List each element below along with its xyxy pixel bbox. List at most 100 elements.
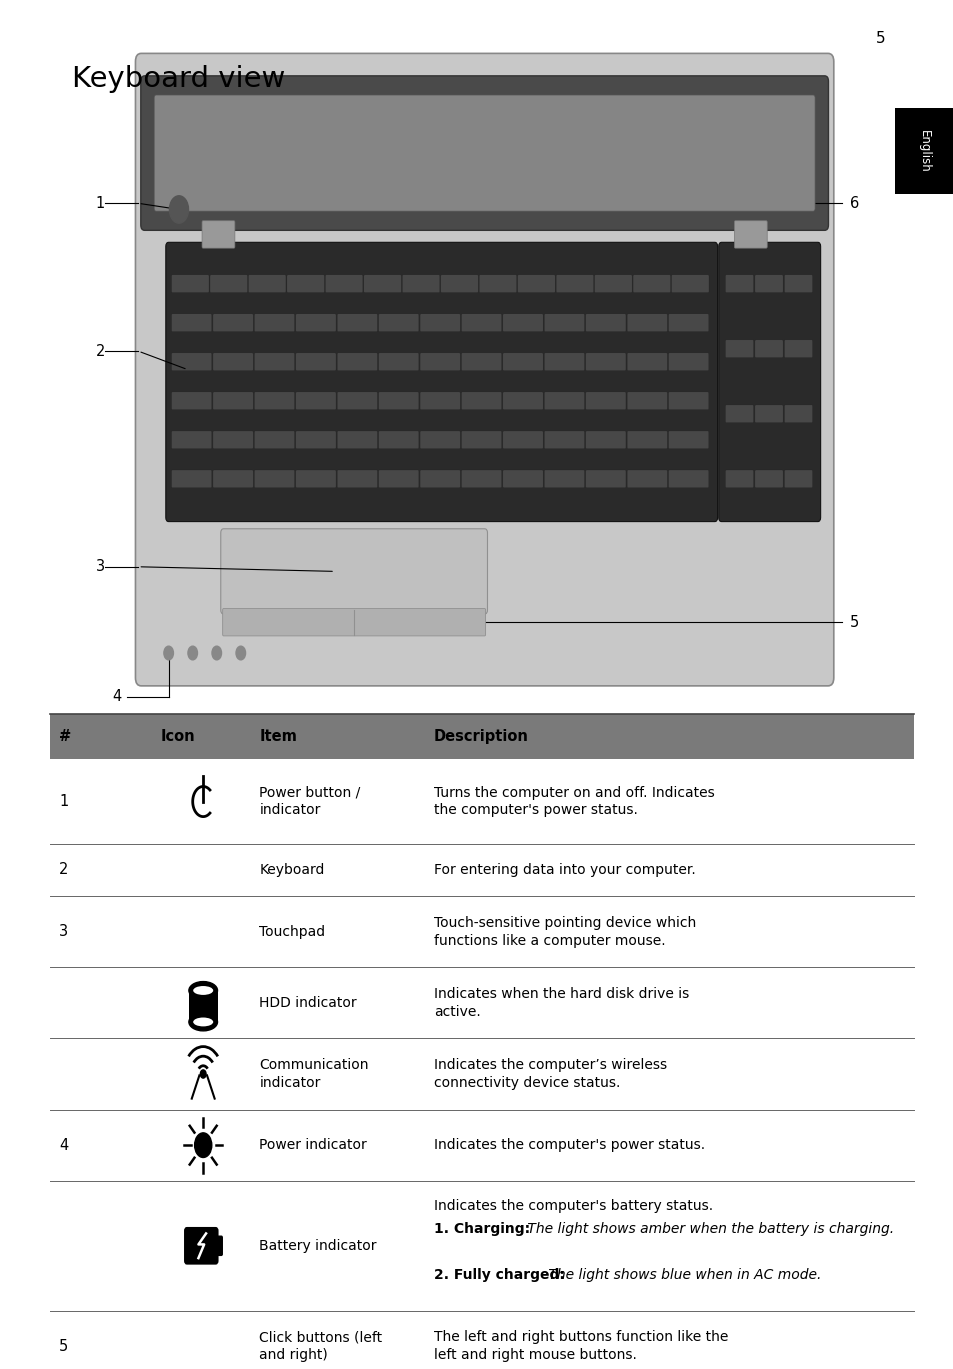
Circle shape	[200, 1071, 206, 1079]
Text: 4: 4	[59, 1138, 69, 1153]
FancyBboxPatch shape	[336, 314, 377, 331]
FancyBboxPatch shape	[724, 405, 753, 423]
FancyBboxPatch shape	[172, 275, 209, 293]
FancyBboxPatch shape	[172, 470, 212, 487]
FancyBboxPatch shape	[478, 275, 517, 293]
Text: 5: 5	[849, 615, 859, 630]
FancyBboxPatch shape	[419, 353, 459, 371]
Text: HDD indicator: HDD indicator	[259, 995, 356, 1010]
FancyBboxPatch shape	[202, 220, 234, 248]
Text: Icon: Icon	[160, 730, 194, 743]
FancyBboxPatch shape	[378, 431, 418, 449]
FancyBboxPatch shape	[668, 470, 708, 487]
FancyBboxPatch shape	[544, 353, 584, 371]
FancyBboxPatch shape	[783, 405, 812, 423]
Circle shape	[235, 646, 245, 660]
Text: 6: 6	[849, 196, 859, 211]
Text: Keyboard view: Keyboard view	[71, 64, 285, 93]
Text: Touchpad: Touchpad	[259, 924, 325, 939]
Ellipse shape	[193, 986, 213, 995]
FancyBboxPatch shape	[671, 275, 708, 293]
Ellipse shape	[189, 1013, 217, 1031]
FancyBboxPatch shape	[502, 431, 542, 449]
FancyBboxPatch shape	[210, 275, 247, 293]
FancyBboxPatch shape	[668, 392, 708, 409]
FancyBboxPatch shape	[626, 431, 667, 449]
Text: Keyboard: Keyboard	[259, 862, 325, 878]
Text: 5: 5	[875, 31, 884, 45]
Circle shape	[194, 1132, 212, 1157]
FancyBboxPatch shape	[626, 314, 667, 331]
FancyBboxPatch shape	[213, 431, 253, 449]
Circle shape	[212, 646, 221, 660]
FancyBboxPatch shape	[783, 340, 812, 357]
Text: 1. Charging:: 1. Charging:	[434, 1221, 530, 1236]
FancyBboxPatch shape	[754, 340, 782, 357]
FancyBboxPatch shape	[626, 392, 667, 409]
Text: 4: 4	[112, 690, 122, 704]
FancyBboxPatch shape	[894, 108, 953, 194]
FancyBboxPatch shape	[440, 275, 477, 293]
FancyBboxPatch shape	[213, 392, 253, 409]
FancyBboxPatch shape	[185, 1228, 217, 1264]
Text: Communication
indicator: Communication indicator	[259, 1058, 369, 1090]
FancyBboxPatch shape	[585, 392, 625, 409]
Text: 5: 5	[59, 1339, 69, 1354]
FancyBboxPatch shape	[166, 242, 717, 522]
FancyBboxPatch shape	[419, 431, 459, 449]
FancyBboxPatch shape	[668, 314, 708, 331]
FancyBboxPatch shape	[461, 353, 501, 371]
FancyBboxPatch shape	[336, 353, 377, 371]
FancyBboxPatch shape	[461, 314, 501, 331]
FancyBboxPatch shape	[585, 314, 625, 331]
FancyBboxPatch shape	[585, 470, 625, 487]
FancyBboxPatch shape	[325, 275, 362, 293]
FancyBboxPatch shape	[135, 53, 833, 686]
FancyBboxPatch shape	[172, 392, 212, 409]
FancyBboxPatch shape	[248, 275, 286, 293]
Text: The light shows blue when in AC mode.: The light shows blue when in AC mode.	[543, 1268, 821, 1283]
FancyBboxPatch shape	[378, 314, 418, 331]
Text: Touch-sensitive pointing device which
functions like a computer mouse.: Touch-sensitive pointing device which fu…	[434, 916, 696, 947]
FancyBboxPatch shape	[295, 353, 335, 371]
Text: 1: 1	[59, 794, 69, 809]
FancyBboxPatch shape	[626, 470, 667, 487]
Text: The light shows amber when the battery is charging.: The light shows amber when the battery i…	[522, 1221, 893, 1236]
FancyBboxPatch shape	[754, 275, 782, 293]
FancyBboxPatch shape	[633, 275, 670, 293]
Text: Indicates the computer's power status.: Indicates the computer's power status.	[434, 1138, 704, 1153]
Text: 1: 1	[95, 196, 105, 211]
FancyBboxPatch shape	[502, 470, 542, 487]
FancyBboxPatch shape	[214, 1236, 222, 1255]
FancyBboxPatch shape	[734, 220, 766, 248]
FancyBboxPatch shape	[402, 275, 439, 293]
FancyBboxPatch shape	[336, 470, 377, 487]
FancyBboxPatch shape	[172, 431, 212, 449]
FancyBboxPatch shape	[254, 353, 294, 371]
Text: Power button /
indicator: Power button / indicator	[259, 786, 360, 817]
Text: 2: 2	[95, 344, 105, 359]
FancyBboxPatch shape	[718, 242, 820, 522]
FancyBboxPatch shape	[754, 470, 782, 487]
FancyBboxPatch shape	[724, 470, 753, 487]
Text: Turns the computer on and off. Indicates
the computer's power status.: Turns the computer on and off. Indicates…	[434, 786, 714, 817]
FancyBboxPatch shape	[254, 314, 294, 331]
FancyBboxPatch shape	[213, 314, 253, 331]
FancyBboxPatch shape	[556, 275, 593, 293]
Text: Indicates the computer’s wireless
connectivity device status.: Indicates the computer’s wireless connec…	[434, 1058, 666, 1090]
Ellipse shape	[189, 982, 217, 999]
Text: 2: 2	[59, 862, 69, 878]
FancyBboxPatch shape	[295, 470, 335, 487]
FancyBboxPatch shape	[544, 431, 584, 449]
Text: For entering data into your computer.: For entering data into your computer.	[434, 862, 695, 878]
Text: Click buttons (left
and right): Click buttons (left and right)	[259, 1331, 382, 1362]
FancyBboxPatch shape	[336, 431, 377, 449]
FancyBboxPatch shape	[172, 353, 212, 371]
FancyBboxPatch shape	[783, 470, 812, 487]
FancyBboxPatch shape	[378, 470, 418, 487]
FancyBboxPatch shape	[502, 353, 542, 371]
FancyBboxPatch shape	[585, 431, 625, 449]
FancyBboxPatch shape	[419, 314, 459, 331]
FancyBboxPatch shape	[724, 275, 753, 293]
Text: 2. Fully charged:: 2. Fully charged:	[434, 1268, 564, 1283]
